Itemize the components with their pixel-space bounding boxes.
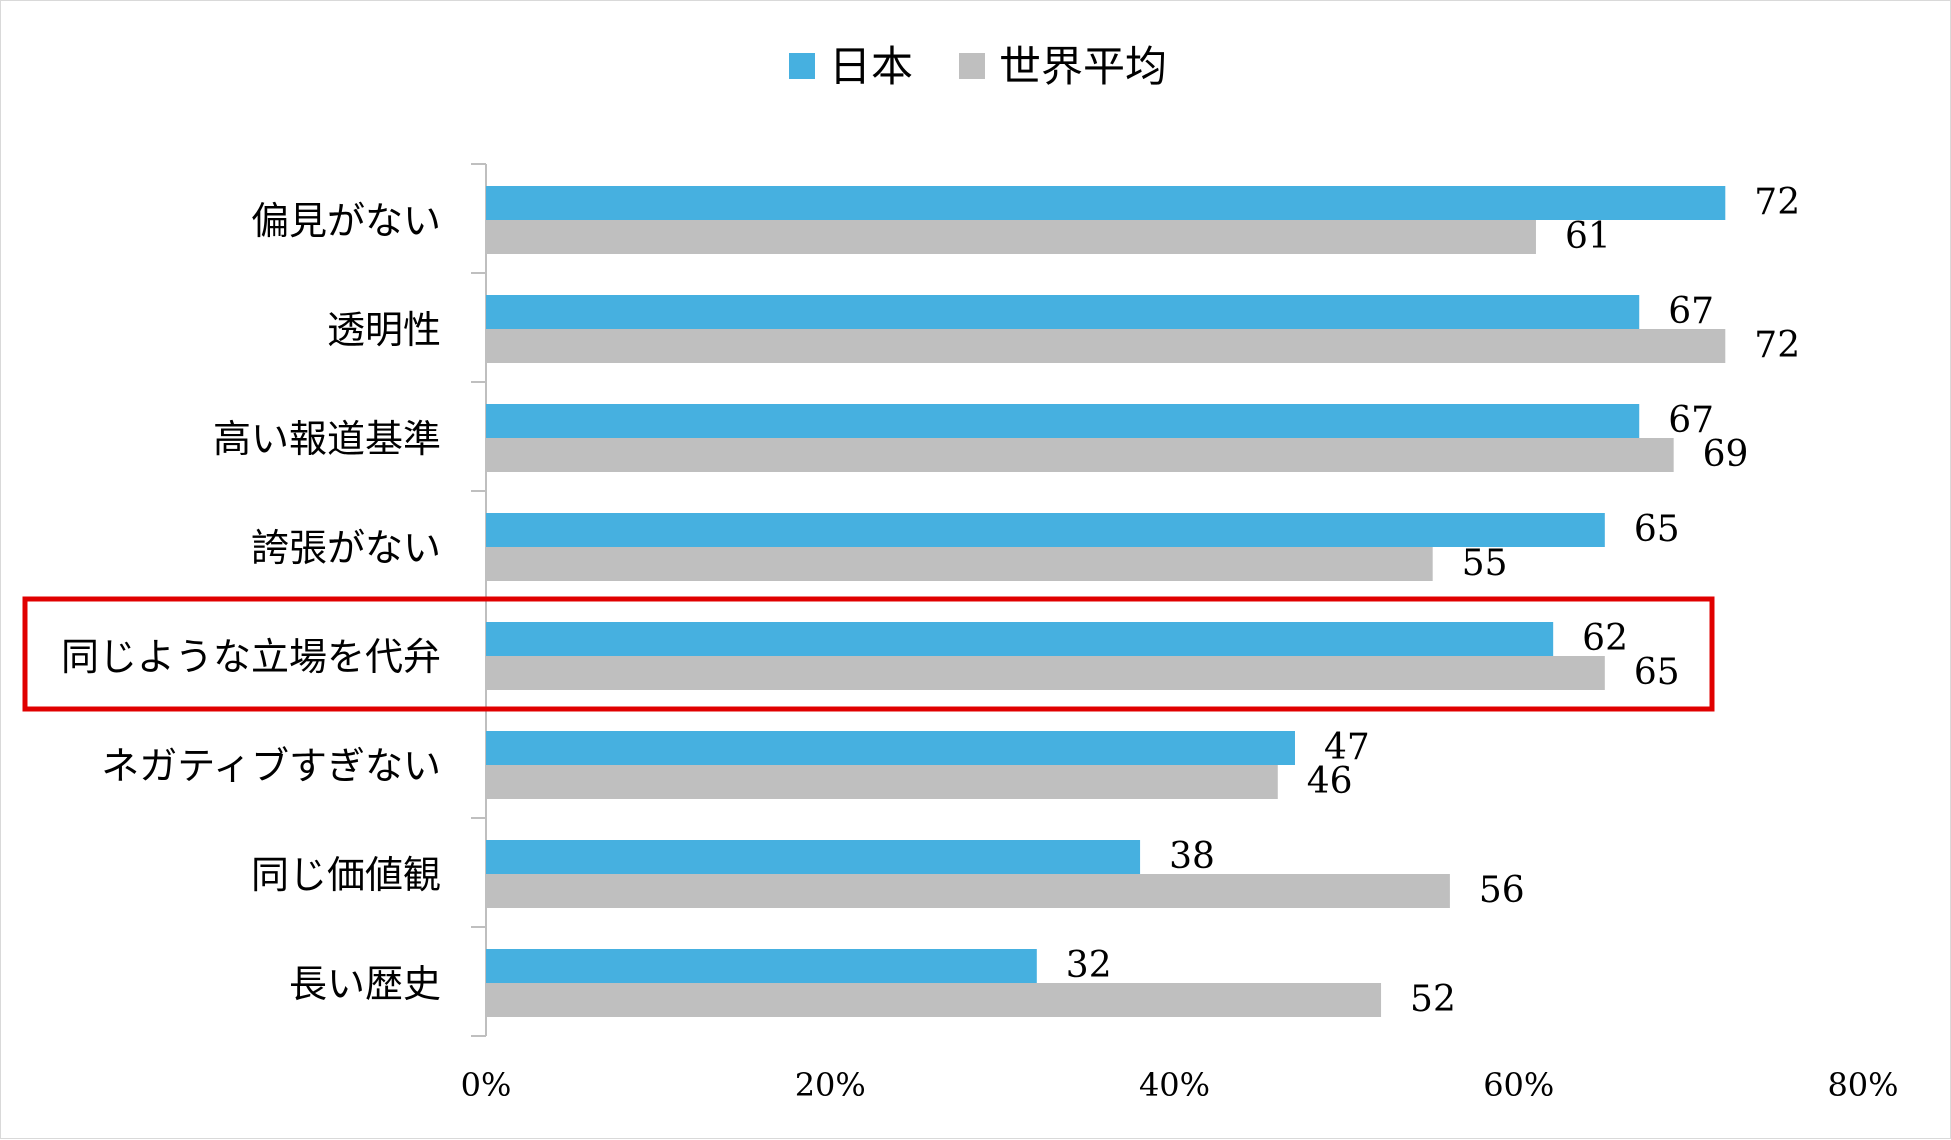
bar-world-average <box>486 983 1382 1017</box>
data-label: 47 <box>1324 727 1370 768</box>
data-label: 32 <box>1066 945 1112 986</box>
category-label: ネガティブすぎない <box>101 744 441 788</box>
bar-japan <box>486 295 1640 329</box>
bar-world-average <box>486 329 1726 363</box>
legend-swatch-2 <box>959 53 985 79</box>
legend-label-1: 日本 <box>829 42 913 91</box>
bar-japan <box>486 622 1554 656</box>
bar-japan <box>486 949 1037 983</box>
category-label: 高い報道基準 <box>213 417 441 461</box>
data-label: 55 <box>1462 543 1508 584</box>
data-label: 38 <box>1169 836 1215 877</box>
labels: 7261偏見がない6772透明性6769高い報道基準6555誇張がない6265同… <box>61 182 1899 1104</box>
bar-world-average <box>486 874 1450 908</box>
bar-japan <box>486 731 1295 765</box>
category-label: 偏見がない <box>251 199 441 243</box>
category-label: 同じ価値観 <box>251 853 441 897</box>
data-label: 65 <box>1634 509 1680 550</box>
x-tick-label: 20% <box>795 1066 866 1104</box>
data-label: 46 <box>1307 761 1353 802</box>
bar-japan <box>486 186 1726 220</box>
x-tick-label: 40% <box>1139 1066 1210 1104</box>
data-label: 72 <box>1754 325 1800 366</box>
data-label: 69 <box>1703 434 1749 475</box>
category-label: 誇張がない <box>251 526 441 570</box>
data-label: 65 <box>1634 652 1680 693</box>
category-label: 同じような立場を代弁 <box>61 635 441 679</box>
category-label: 透明性 <box>327 308 441 352</box>
data-label: 52 <box>1410 979 1456 1020</box>
x-tick-label: 60% <box>1483 1066 1554 1104</box>
highlight-group <box>22 596 1715 712</box>
highlight-box <box>22 596 1715 712</box>
bar-world-average <box>486 765 1278 799</box>
bar-japan <box>486 404 1640 438</box>
data-label: 72 <box>1754 182 1800 223</box>
data-label: 67 <box>1668 291 1714 332</box>
bar-japan <box>486 513 1605 547</box>
bar-japan <box>486 840 1141 874</box>
category-label: 長い歴史 <box>289 962 441 1006</box>
data-label: 61 <box>1565 216 1611 257</box>
legend-swatch-1 <box>789 53 815 79</box>
data-label: 56 <box>1479 870 1525 911</box>
x-tick-label: 0% <box>461 1066 512 1104</box>
legend: 日本 世界平均 <box>789 42 1167 91</box>
x-tick-label: 80% <box>1827 1066 1898 1104</box>
bar-world-average <box>486 220 1536 254</box>
data-label: 62 <box>1582 618 1628 659</box>
data-label: 67 <box>1668 400 1714 441</box>
bars <box>486 186 1726 1017</box>
bar-world-average <box>486 547 1433 581</box>
legend-label-2: 世界平均 <box>999 42 1167 91</box>
bar-world-average <box>486 656 1605 690</box>
bar-world-average <box>486 438 1674 472</box>
